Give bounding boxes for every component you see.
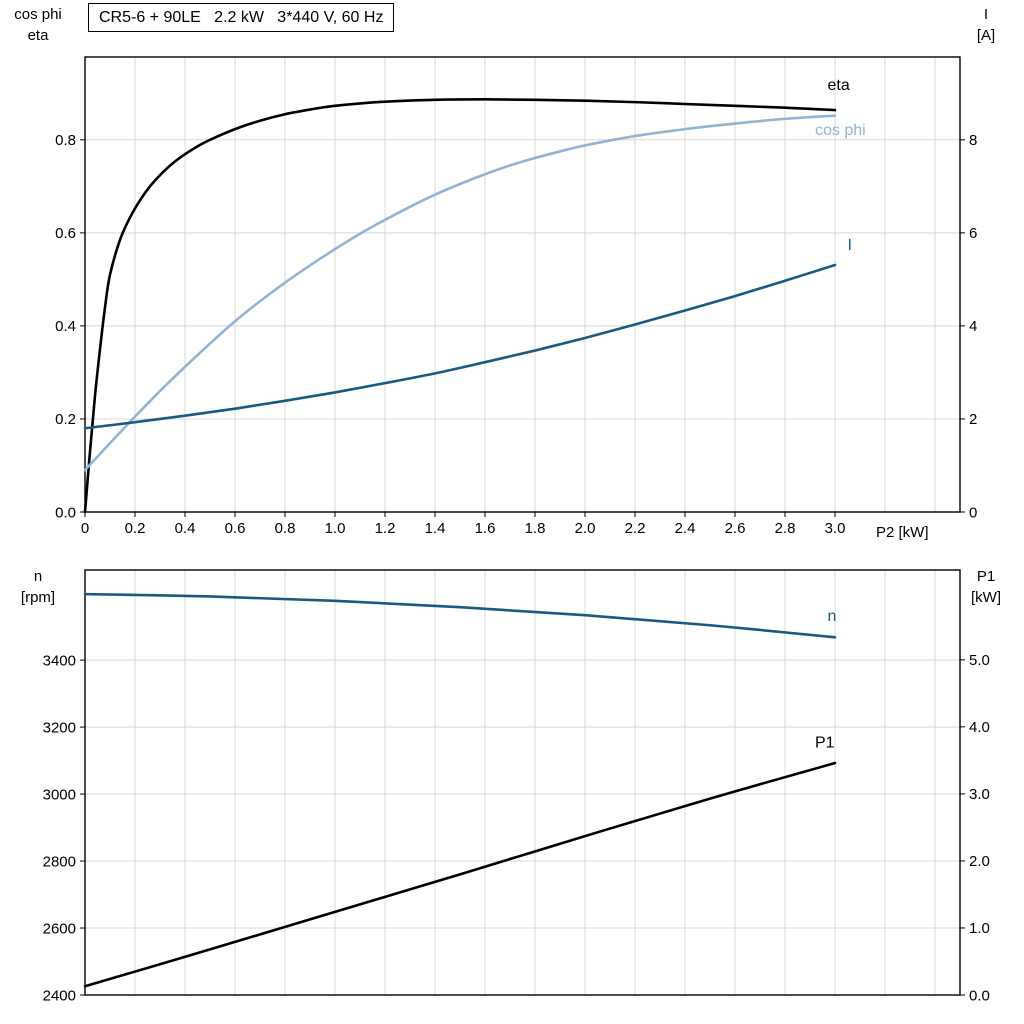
svg-text:0.4: 0.4 <box>55 318 76 335</box>
n-axis-title-line1: n <box>33 568 43 585</box>
y-left-title-line2: eta <box>27 27 49 44</box>
svg-text:cos phi: cos phi <box>815 122 866 139</box>
p1-axis-title-line1: P1 <box>976 568 996 585</box>
svg-text:0.8: 0.8 <box>275 520 296 537</box>
svg-text:3000: 3000 <box>43 786 76 803</box>
y-right-title-line2: [A] <box>976 27 996 44</box>
svg-text:1.0: 1.0 <box>969 920 990 937</box>
svg-text:6: 6 <box>969 225 977 242</box>
svg-text:3.0: 3.0 <box>825 520 846 537</box>
svg-text:1.4: 1.4 <box>425 520 446 537</box>
svg-text:2600: 2600 <box>43 920 76 937</box>
svg-text:0.0: 0.0 <box>55 504 76 521</box>
svg-text:0.2: 0.2 <box>125 520 146 537</box>
svg-text:n: n <box>828 608 837 625</box>
svg-text:eta: eta <box>828 77 850 94</box>
top-left-axis-title: cos phi eta <box>2 4 74 46</box>
y-right-title-line1: I <box>983 6 989 23</box>
svg-text:5.0: 5.0 <box>969 652 990 669</box>
svg-text:0.2: 0.2 <box>55 411 76 428</box>
svg-text:0.4: 0.4 <box>175 520 196 537</box>
svg-text:3400: 3400 <box>43 652 76 669</box>
svg-text:2.2: 2.2 <box>625 520 646 537</box>
svg-text:0.6: 0.6 <box>225 520 246 537</box>
svg-text:2.8: 2.8 <box>775 520 796 537</box>
svg-text:1.6: 1.6 <box>475 520 496 537</box>
svg-text:1.2: 1.2 <box>375 520 396 537</box>
svg-text:2: 2 <box>969 411 977 428</box>
svg-text:P1: P1 <box>815 735 835 752</box>
svg-text:0.6: 0.6 <box>55 225 76 242</box>
svg-text:I: I <box>848 237 852 254</box>
chart-title-box: CR5-6 + 90LE 2.2 kW 3*440 V, 60 Hz <box>88 3 395 32</box>
y-left-title-line1: cos phi <box>14 6 62 23</box>
svg-text:4.0: 4.0 <box>969 719 990 736</box>
bottom-right-axis-title: P1 [kW] <box>958 566 1014 608</box>
svg-text:0: 0 <box>81 520 89 537</box>
svg-text:2.4: 2.4 <box>675 520 696 537</box>
x-axis-title: P2 [kW] <box>876 524 929 541</box>
svg-text:2.0: 2.0 <box>575 520 596 537</box>
n-axis-title-line2: [rpm] <box>20 589 56 606</box>
svg-text:0: 0 <box>969 504 977 521</box>
svg-text:8: 8 <box>969 132 977 149</box>
svg-text:3.0: 3.0 <box>969 786 990 803</box>
svg-text:0.0: 0.0 <box>969 987 990 1004</box>
p1-axis-title-line2: [kW] <box>971 589 1001 606</box>
svg-text:4: 4 <box>969 318 977 335</box>
svg-text:2800: 2800 <box>43 853 76 870</box>
svg-text:3200: 3200 <box>43 719 76 736</box>
top-right-axis-title: I [A] <box>962 4 1010 46</box>
svg-text:1.8: 1.8 <box>525 520 546 537</box>
svg-text:2.0: 2.0 <box>969 853 990 870</box>
svg-text:1.0: 1.0 <box>325 520 346 537</box>
svg-text:2400: 2400 <box>43 987 76 1004</box>
svg-text:2.6: 2.6 <box>725 520 746 537</box>
bottom-left-axis-title: n [rpm] <box>2 566 74 608</box>
svg-text:0.8: 0.8 <box>55 132 76 149</box>
